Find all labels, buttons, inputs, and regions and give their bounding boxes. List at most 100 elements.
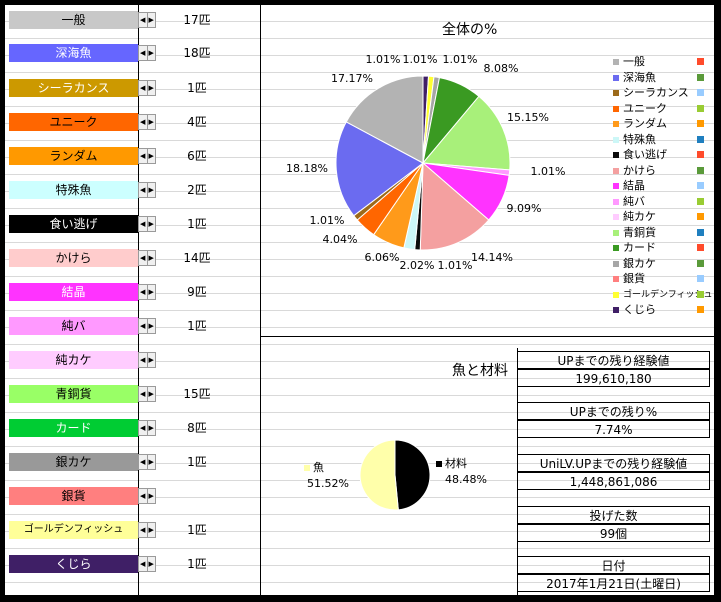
count-spinner[interactable]: ◀ ▶	[138, 454, 156, 470]
legend-label: 銀貨	[623, 272, 645, 285]
count-spinner[interactable]: ◀ ▶	[138, 80, 156, 96]
fish-row: くじら ◀ ▶ 1匹	[5, 555, 261, 573]
decrement-arrow-icon[interactable]: ◀	[140, 253, 146, 262]
legend-item: 特殊魚	[613, 133, 709, 147]
decrement-arrow-icon[interactable]: ◀	[140, 287, 146, 296]
count-spinner[interactable]: ◀ ▶	[138, 216, 156, 232]
decrement-arrow-icon[interactable]: ◀	[140, 219, 146, 228]
pie-slice	[335, 121, 424, 217]
decrement-arrow-icon[interactable]: ◀	[140, 321, 146, 330]
increment-arrow-icon[interactable]: ▶	[146, 489, 156, 503]
decrement-arrow-icon[interactable]: ◀	[140, 423, 146, 432]
legend-marker	[697, 104, 704, 112]
spreadsheet: 一般 ◀ ▶ 17匹 深海魚 ◀ ▶ 18匹 シーラカンス ◀ ▶ 1匹 ユニーク ◀ ▶ 4匹 ランダム ◀ ▶ 6…	[5, 5, 714, 595]
increment-arrow-icon[interactable]: ▶	[146, 455, 156, 469]
count-spinner[interactable]: ◀ ▶	[138, 556, 156, 572]
legend-label: シーラカンス	[623, 86, 689, 99]
decrement-arrow-icon[interactable]: ◀	[140, 185, 146, 194]
count-spinner[interactable]: ◀ ▶	[138, 318, 156, 334]
legend-item: 純バ	[613, 195, 709, 209]
legend-item: 深海魚	[613, 71, 709, 85]
legend-item: かけら	[613, 164, 709, 178]
data-label: 2.02%	[400, 259, 435, 272]
decrement-arrow-icon[interactable]: ◀	[140, 491, 146, 500]
increment-arrow-icon[interactable]: ▶	[146, 285, 156, 299]
fish-row: ゴールデンフィッシュ ◀ ▶ 1匹	[5, 521, 261, 539]
data-label: 17.17%	[331, 72, 373, 85]
legend-item: カード	[613, 241, 709, 255]
decrement-arrow-icon[interactable]: ◀	[140, 117, 146, 126]
fish-count: 18匹	[183, 46, 211, 60]
legend-item: ランダム	[613, 117, 709, 131]
legend-swatch	[304, 465, 310, 471]
fish-name: カード	[9, 419, 138, 437]
fish-row: ランダム ◀ ▶ 6匹	[5, 147, 261, 165]
fish-name: 食い逃げ	[9, 215, 138, 233]
count-spinner[interactable]: ◀ ▶	[138, 12, 156, 28]
legend-label: くじら	[623, 303, 656, 316]
count-spinner[interactable]: ◀ ▶	[138, 352, 156, 368]
fish-count: 1匹	[187, 557, 207, 571]
increment-arrow-icon[interactable]: ▶	[146, 81, 156, 95]
legend-label: 一般	[623, 55, 645, 68]
casts-value: 99個	[517, 524, 710, 542]
count-spinner[interactable]: ◀ ▶	[138, 114, 156, 130]
fish-row: 銀カケ ◀ ▶ 1匹	[5, 453, 261, 471]
data-label: 6.06%	[365, 251, 400, 264]
fish-row: 結晶 ◀ ▶ 9匹	[5, 283, 261, 301]
legend-marker	[697, 290, 704, 298]
legend-item: 一般	[613, 55, 709, 69]
increment-arrow-icon[interactable]: ▶	[146, 319, 156, 333]
count-spinner[interactable]: ◀ ▶	[138, 488, 156, 504]
date-value: 2017年1月21日(土曜日)	[517, 574, 710, 592]
increment-arrow-icon[interactable]: ▶	[146, 115, 156, 129]
decrement-arrow-icon[interactable]: ◀	[140, 15, 146, 24]
decrement-arrow-icon[interactable]: ◀	[140, 389, 146, 398]
legend-marker	[697, 306, 704, 313]
legend-marker	[697, 244, 704, 251]
exp-label: UPまでの残り経験値	[517, 351, 710, 369]
increment-arrow-icon[interactable]: ▶	[146, 421, 156, 435]
legend-item: シーラカンス	[613, 86, 709, 100]
unilv-label: UniLV.UPまでの残り経験値	[517, 454, 710, 472]
decrement-arrow-icon[interactable]: ◀	[140, 525, 146, 534]
decrement-arrow-icon[interactable]: ◀	[140, 48, 146, 57]
count-spinner[interactable]: ◀ ▶	[138, 386, 156, 402]
decrement-arrow-icon[interactable]: ◀	[140, 559, 146, 568]
fish-count: 6匹	[187, 149, 207, 163]
increment-arrow-icon[interactable]: ▶	[146, 217, 156, 231]
count-spinner[interactable]: ◀ ▶	[138, 148, 156, 164]
decrement-arrow-icon[interactable]: ◀	[140, 83, 146, 92]
decrement-arrow-icon[interactable]: ◀	[140, 457, 146, 466]
fish-count: 2匹	[187, 183, 207, 197]
legend-label: 青銅貨	[623, 225, 656, 239]
count-spinner[interactable]: ◀ ▶	[138, 250, 156, 266]
count-spinner[interactable]: ◀ ▶	[138, 284, 156, 300]
count-spinner[interactable]: ◀ ▶	[138, 182, 156, 198]
count-spinner[interactable]: ◀ ▶	[138, 420, 156, 436]
increment-arrow-icon[interactable]: ▶	[146, 149, 156, 163]
fish-count: 14匹	[183, 251, 211, 265]
data-label: 1.01%	[438, 259, 473, 272]
increment-arrow-icon[interactable]: ▶	[146, 46, 156, 60]
fish-count	[157, 487, 237, 505]
increment-arrow-icon[interactable]: ▶	[146, 557, 156, 571]
legend-label: ゴールデンフィッシュ	[623, 289, 713, 300]
legend-label: 深海魚	[623, 70, 656, 84]
increment-arrow-icon[interactable]: ▶	[146, 387, 156, 401]
date-label: 日付	[517, 556, 710, 574]
increment-arrow-icon[interactable]: ▶	[146, 523, 156, 537]
legend-item: ユニーク	[613, 102, 709, 116]
count-spinner[interactable]: ◀ ▶	[138, 45, 156, 61]
decrement-arrow-icon[interactable]: ◀	[140, 151, 146, 160]
count-spinner[interactable]: ◀ ▶	[138, 522, 156, 538]
increment-arrow-icon[interactable]: ▶	[146, 13, 156, 27]
legend-marker	[697, 182, 704, 189]
fish-row: 食い逃げ ◀ ▶ 1匹	[5, 215, 261, 233]
increment-arrow-icon[interactable]: ▶	[146, 251, 156, 265]
increment-arrow-icon[interactable]: ▶	[146, 183, 156, 197]
increment-arrow-icon[interactable]: ▶	[146, 353, 156, 367]
fish-name: 結晶	[9, 283, 138, 301]
decrement-arrow-icon[interactable]: ◀	[140, 355, 146, 364]
legend-label: 銀カケ	[623, 256, 656, 270]
